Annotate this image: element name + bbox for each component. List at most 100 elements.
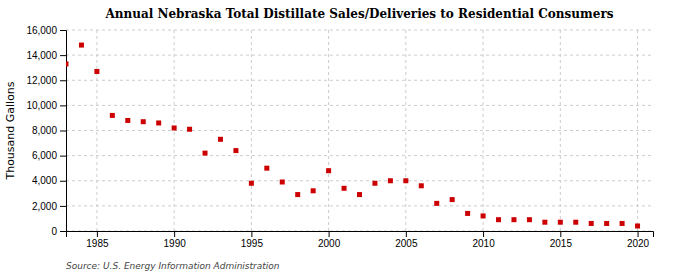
point [635,223,640,228]
x-tick-label: 2000 [318,238,341,249]
source: Source: U.S. Energy Information Administ… [66,261,280,271]
x-tick: 2015 [550,231,573,249]
y-axis-title: Thousand Gallons [4,81,17,180]
point [481,213,486,218]
y-grid-line [66,105,653,106]
y-tick: 6,000 [32,150,66,161]
y-grid-line [66,205,653,206]
y-grid-line [66,30,653,31]
point [280,180,285,185]
y-axis: 0 2,000 4,000 6,000 8,000 10,000 12,000 14,000 1… [26,25,66,237]
x-tick-mark [560,231,561,237]
y-tick: 0 [51,226,66,237]
point [342,186,347,191]
point [511,217,516,222]
x-tick-mark [174,231,175,237]
x-tick-mark [406,231,407,237]
y-grid-line [66,130,653,131]
x-tick: 1995 [241,231,264,249]
y-grid-line [66,180,653,181]
point [110,113,115,118]
y-tick-mark [60,30,66,31]
point [156,120,161,125]
point [203,151,208,156]
point [403,178,408,183]
x-tick-mark [329,231,330,237]
y-tick-label: 8,000 [32,125,57,136]
y-tick-mark [60,80,66,81]
x-tick-mark [251,231,252,237]
x-axis: 19851990199520002005201020152020 [67,231,654,249]
x-tick: 1990 [164,231,187,249]
x-tick-label: 2005 [395,238,418,249]
y-tick-mark [60,131,66,132]
grid [66,30,653,231]
point [388,178,393,183]
plot: 1985199019952000200520102015202002,0004,… [26,25,653,249]
y-tick-label: 0 [51,226,57,237]
y-tick: 10,000 [26,100,66,111]
y-tick: 8,000 [32,125,66,136]
point [496,217,501,222]
point [141,119,146,124]
x-tick-label: 1995 [241,238,264,249]
y-tick-label: 4,000 [32,175,57,186]
x-tick-mark [638,231,639,237]
marks [66,43,640,229]
y-tick-label: 10,000 [26,100,57,111]
point [527,217,532,222]
y-tick-mark [60,181,66,182]
x-grid-line [251,30,252,231]
y-axis-line [60,31,67,232]
point [326,168,331,173]
point [542,220,547,225]
y-tick-label: 16,000 [26,25,57,36]
x-grid-line [405,30,406,231]
point [604,221,609,226]
y-grid-line [66,55,653,56]
x-tick: 2000 [318,231,341,249]
x-tick: 2005 [395,231,418,249]
x-tick: 1985 [86,231,109,249]
x-tick-mark [483,231,484,237]
point [589,221,594,226]
y-tick-label: 2,000 [32,201,57,212]
y-tick: 4,000 [32,175,66,186]
y-tick-label: 14,000 [26,50,57,61]
y-tick: 12,000 [26,75,66,86]
y-tick-mark [60,105,66,106]
x-tick-label: 2010 [472,238,495,249]
point [573,220,578,225]
title: Annual Nebraska Total Distillate Sales/D… [105,7,614,21]
y-tick-mark [60,206,66,207]
point [372,181,377,186]
x-tick-label: 1985 [86,238,109,249]
y-tick-mark [60,55,66,56]
point [94,69,99,74]
point [187,127,192,132]
y-tick-label: 12,000 [26,75,57,86]
y-tick: 16,000 [26,25,66,36]
x-tick: 2010 [472,231,495,249]
point [311,188,316,193]
y-tick: 2,000 [32,201,66,212]
point [233,148,238,153]
chart: 1985199019952000200520102015202002,0004,… [0,0,675,275]
point [465,211,470,216]
y-tick-label: 6,000 [32,150,57,161]
x-grid-line [328,30,329,231]
point [249,181,254,186]
point [125,118,130,123]
point [218,137,223,142]
y-tick: 14,000 [26,50,66,61]
point [419,183,424,188]
point [620,221,625,226]
point [450,197,455,202]
point [295,192,300,197]
point [558,220,563,225]
x-tick-label: 2015 [550,238,573,249]
y-grid-line [66,80,653,81]
point [357,192,362,197]
x-tick-label: 1990 [164,238,187,249]
y-tick-mark [60,156,66,157]
